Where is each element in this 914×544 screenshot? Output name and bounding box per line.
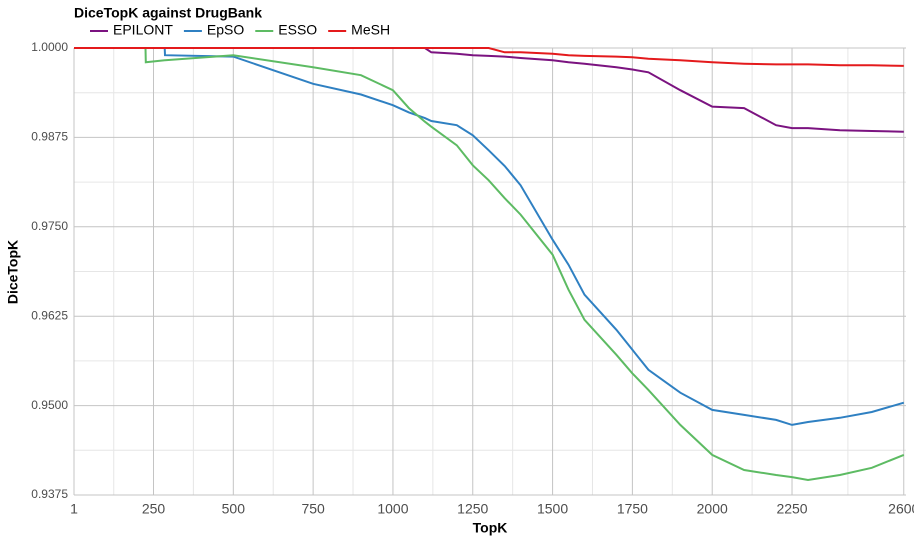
y-axis-title: DiceTopK [5, 240, 21, 304]
x-tick-label: 1250 [457, 501, 488, 517]
y-tick-label: 0.9500 [31, 398, 68, 412]
y-tick-label: 0.9625 [31, 308, 68, 322]
x-tick-label: 500 [222, 501, 246, 517]
x-tick-label: 1750 [617, 501, 648, 517]
legend-label: EPILONT [113, 22, 173, 38]
x-tick-label: 2250 [776, 501, 807, 517]
x-tick-label: 750 [301, 501, 325, 517]
x-tick-label: 1500 [537, 501, 568, 517]
y-tick-label: 1.0000 [31, 40, 68, 54]
x-tick-label: 2600 [888, 501, 914, 517]
x-tick-label: 2000 [697, 501, 728, 517]
series-line [74, 47, 904, 67]
legend-label: MeSH [351, 22, 390, 38]
x-axis-title: TopK [473, 520, 508, 536]
x-tick-label: 250 [142, 501, 166, 517]
x-tick-label: 1 [70, 501, 78, 517]
series-line [74, 47, 905, 426]
chart-title: DiceTopK against DrugBank [74, 5, 262, 21]
legend-label: ESSO [278, 22, 317, 38]
series-line [74, 47, 905, 482]
legend-label: EpSO [207, 22, 244, 38]
y-tick-label: 0.9750 [31, 219, 68, 233]
y-tick-label: 0.9375 [31, 487, 68, 501]
series-line [74, 47, 904, 133]
y-tick-label: 0.9875 [31, 130, 68, 144]
x-tick-label: 1000 [377, 501, 408, 517]
